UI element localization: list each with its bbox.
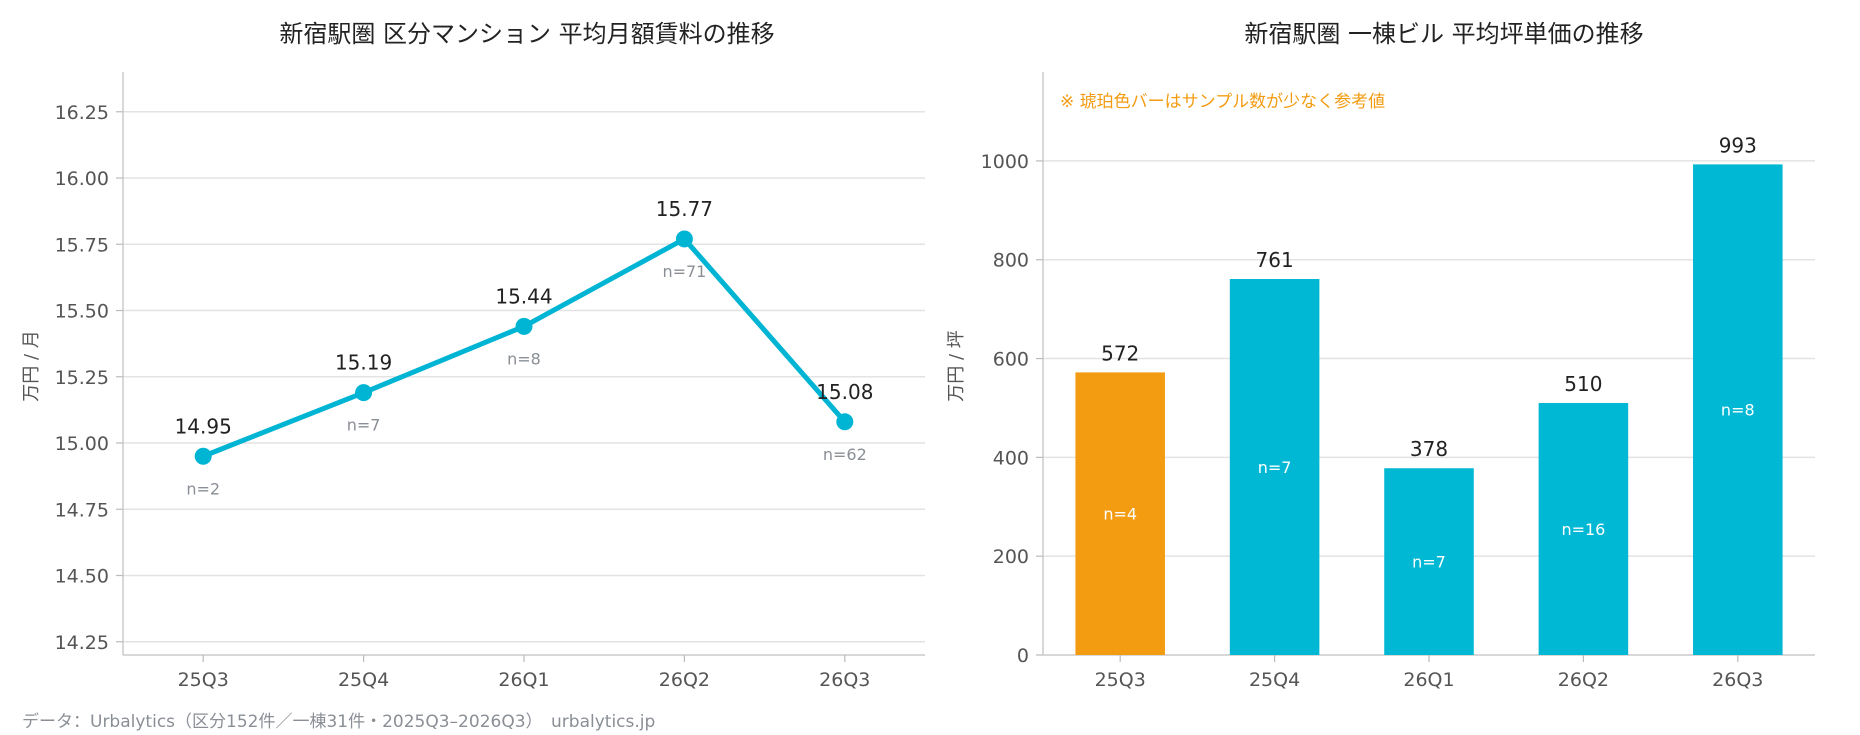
rent-series-line [202,236,847,459]
price-sample-count: n=4 [1103,505,1137,524]
price-value-label: 761 [1256,248,1294,272]
left-y-tick-label: 15.75 [55,234,109,256]
price-bar [1538,403,1629,655]
rent-value-label: 15.44 [495,284,552,308]
rent-data-point [836,413,854,431]
low-sample-note: ※ 琥珀色バーはサンプル数が少なく参考値 [1060,92,1385,112]
left-y-tick-label: 15.25 [55,367,109,389]
rent-sample-count: n=7 [347,416,381,435]
price-value-label: 993 [1719,133,1757,157]
right-x-tick-label: 26Q2 [1558,669,1609,691]
rent-sample-count: n=2 [186,479,220,498]
rent-value-label: 15.19 [335,351,392,375]
right-y-tick-label: 1000 [981,151,1029,173]
price-bar-chart: 新宿駅圏 一棟ビル 平均坪単価の推移 ※ 琥珀色バーはサンプル数が少なく参考値 … [946,20,1815,691]
price-sample-count: n=16 [1561,520,1605,539]
left-y-tick-label: 16.25 [55,102,109,124]
right-y-tick-label: 0 [1017,645,1029,667]
price-bar [1229,279,1320,655]
right-x-tick-label: 26Q3 [1712,669,1763,691]
left-chart-title: 新宿駅圏 区分マンション 平均月額賃料の推移 [279,20,774,48]
left-x-tick-label: 26Q3 [819,669,870,691]
right-y-tick-label: 400 [993,447,1029,469]
right-y-tick-label: 200 [993,546,1029,568]
price-sample-count: n=8 [1721,401,1755,420]
left-y-tick-label: 15.00 [55,433,109,455]
left-y-tick-label: 15.50 [55,301,109,323]
rent-sample-count: n=62 [823,445,867,464]
right-y-axis-label: 万円 / 坪 [946,330,967,402]
right-y-tick-label: 600 [993,349,1029,371]
price-value-label: 572 [1101,341,1139,365]
rent-value-label: 14.95 [175,414,232,438]
left-y-axis-label: 万円 / 月 [21,330,42,402]
rent-value-label: 15.08 [816,380,873,404]
price-value-label: 510 [1564,372,1602,396]
rent-sample-count: n=71 [662,262,706,281]
left-y-tick-label: 14.25 [55,632,109,654]
right-y-tick-label: 800 [993,250,1029,272]
left-x-tick-label: 25Q4 [338,669,389,691]
rent-data-point [355,384,373,402]
left-x-tick-label: 26Q2 [659,669,710,691]
right-x-tick-label: 25Q4 [1249,669,1300,691]
left-x-tick-label: 25Q3 [178,669,229,691]
rent-data-point [675,230,693,248]
rent-data-point [515,317,533,335]
price-bar [1693,164,1783,655]
price-bar [1384,468,1474,655]
right-x-tick-label: 25Q3 [1095,669,1146,691]
right-x-tick-label: 26Q1 [1403,669,1454,691]
rent-sample-count: n=8 [507,349,541,368]
right-chart-title: 新宿駅圏 一棟ビル 平均坪単価の推移 [1244,20,1643,48]
left-y-tick-label: 16.00 [55,168,109,190]
footer-source: データ：Urbalytics（区分152件／一棟31件・2025Q3–2026Q… [22,711,655,732]
rent-value-label: 15.77 [656,197,713,221]
rent-data-point [194,447,212,465]
left-y-tick-label: 14.75 [55,499,109,521]
price-bar-low-sample [1075,372,1165,655]
price-value-label: 378 [1410,437,1448,461]
left-y-tick-label: 14.50 [55,566,109,588]
price-sample-count: n=7 [1412,553,1446,572]
rent-line-chart: 新宿駅圏 区分マンション 平均月額賃料の推移 万円 / 月 14.25 14.50… [21,20,925,691]
price-sample-count: n=7 [1258,458,1292,477]
left-x-tick-label: 26Q1 [498,669,549,691]
